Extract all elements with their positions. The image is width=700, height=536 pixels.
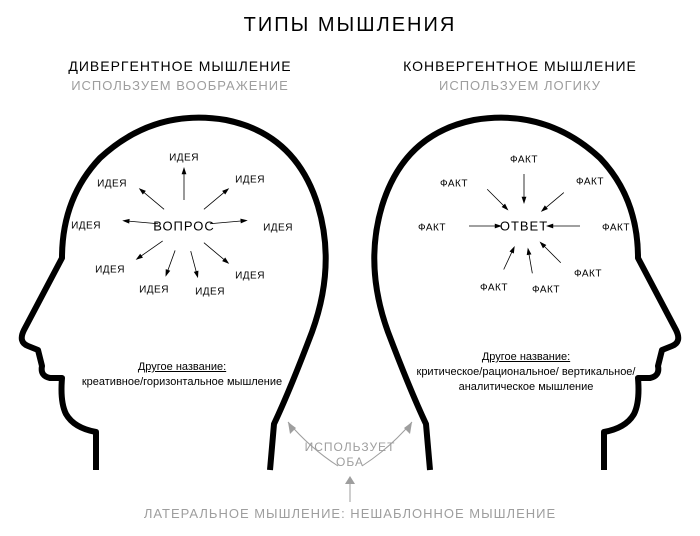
spoke-label: ИДЕЯ xyxy=(235,271,265,282)
left-other-label: Другое название: xyxy=(138,361,226,373)
spoke-label: ФАКТ xyxy=(418,223,446,234)
right-subtitle: ИСПОЛЬЗУЕМ ЛОГИКУ xyxy=(370,78,670,93)
spoke-label: ФАКТ xyxy=(574,269,602,280)
radial-center: ОТВЕТ xyxy=(500,219,548,234)
spoke-label: ИДЕЯ xyxy=(139,285,169,296)
right-other-text: критическое/рациональное/ вертикальное/а… xyxy=(417,366,636,393)
spoke-label: ФАКТ xyxy=(532,285,560,296)
left-title: ДИВЕРГЕНТНОЕ МЫШЛЕНИЕ xyxy=(30,58,330,74)
right-title: КОНВЕРГЕНТНОЕ МЫШЛЕНИЕ xyxy=(370,58,670,74)
spoke-label: ФАКТ xyxy=(576,177,604,188)
spoke-label: ФАКТ xyxy=(440,179,468,190)
left-other-text: креативное/горизонтальное мышление xyxy=(82,376,282,388)
spoke-label: ФАКТ xyxy=(602,223,630,234)
right-other-label: Другое название: xyxy=(482,351,570,363)
uses-both-line1: ИСПОЛЬЗУЕТ xyxy=(305,440,396,454)
diagram-root: ТИПЫ МЫШЛЕНИЯ ДИВЕРГЕНТНОЕ МЫШЛЕНИЕ ИСПО… xyxy=(0,0,700,536)
spoke-label: ИДЕЯ xyxy=(169,153,199,164)
spoke-label: ИДЕЯ xyxy=(263,223,293,234)
radial-center: ВОПРОС xyxy=(153,219,215,234)
left-subtitle: ИСПОЛЬЗУЕМ ВООБРАЖЕНИЕ xyxy=(30,78,330,93)
bottom-up-arrow-icon xyxy=(340,474,360,504)
bottom-label: ЛАТЕРАЛЬНОЕ МЫШЛЕНИЕ: НЕШАБЛОННОЕ МЫШЛЕН… xyxy=(0,506,700,521)
left-other-name: Другое название: креативное/горизонтальн… xyxy=(72,360,292,390)
main-title: ТИПЫ МЫШЛЕНИЯ xyxy=(0,14,700,37)
spoke-label: ИДЕЯ xyxy=(195,287,225,298)
spoke-label: ИДЕЯ xyxy=(97,179,127,190)
uses-both-line2: ОБА xyxy=(336,455,364,469)
spoke-label: ИДЕЯ xyxy=(71,221,101,232)
spoke-label: ФАКТ xyxy=(480,283,508,294)
left-radial: ВОПРОС ИДЕЯ ИДЕЯ ИДЕЯ ИДЕЯ ИДЕЯ ИДЕЯ ИДЕЯ ИДЕЯ ИД… xyxy=(54,146,314,306)
uses-both-label: ИСПОЛЬЗУЕТ ОБА xyxy=(0,440,700,470)
right-radial: ОТВЕТ ФАКТ ФАКТ ФАКТ ФАКТ ФАКТ ФАКТ ФАКТ ФАКТ xyxy=(394,146,654,306)
spoke-label: ФАКТ xyxy=(510,155,538,166)
spoke-label: ИДЕЯ xyxy=(235,175,265,186)
right-other-name: Другое название: критическое/рационально… xyxy=(416,350,636,395)
spoke-label: ИДЕЯ xyxy=(95,265,125,276)
